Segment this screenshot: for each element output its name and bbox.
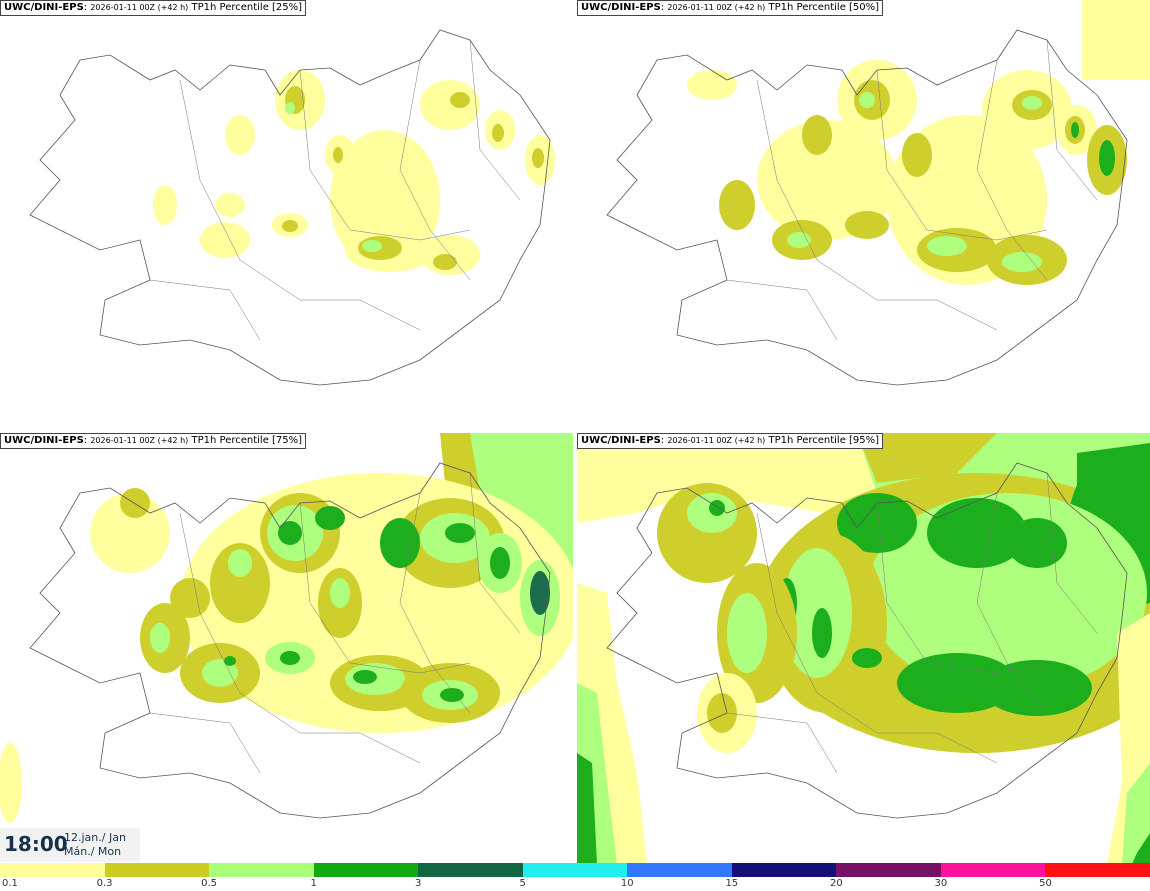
map-canvas [606, 0, 1150, 386]
admin-boundaries [149, 472, 521, 774]
legend-tick-label: 0.3 [96, 878, 113, 889]
valid-date-line1: 12.jan./ Jan [64, 831, 126, 844]
admin-boundaries [726, 472, 1098, 774]
precip-fill [577, 433, 1150, 864]
valid-time-box: 18:00 12.jan./ Jan Mán./ Mon [0, 828, 140, 862]
legend-tick-label: 0.5 [201, 878, 218, 889]
legend-tick-label: 5 [519, 878, 526, 889]
valid-date-line2: Mán./ Mon [64, 845, 122, 858]
legend-swatch [209, 863, 314, 877]
map-panel-p50: UWC/DINI-EPS: 2026-01-11 00Z (+42 h) TP1… [577, 0, 1150, 431]
legend-swatch [627, 863, 732, 877]
legend-tick-label: 10 [620, 878, 634, 889]
legend-swatch [0, 863, 105, 877]
valid-time: 18:00 [4, 832, 68, 856]
admin-boundaries [149, 39, 521, 341]
legend-tick-label: 15 [725, 878, 739, 889]
map-panel-p95: UWC/DINI-EPS: 2026-01-11 00Z (+42 h) TP1… [577, 433, 1150, 864]
legend-swatch [1045, 863, 1150, 877]
legend-tick-label: 20 [829, 878, 843, 889]
panel-title: UWC/DINI-EPS: 2026-01-11 00Z (+42 h) TP1… [577, 0, 884, 16]
panel-title: UWC/DINI-EPS: 2026-01-11 00Z (+42 h) TP1… [577, 433, 884, 449]
color-legend: 0.1 0.3 0.5 1 3 5 10 15 20 30 50 [0, 863, 1150, 891]
legend-swatch [313, 863, 419, 877]
valid-date: 12.jan./ Jan Mán./ Mon [64, 831, 126, 859]
map-panel-p25: UWC/DINI-EPS: 2026-01-11 00Z (+42 h) TP1… [0, 0, 573, 431]
map-panel-p75: UWC/DINI-EPS: 2026-01-11 00Z (+42 h) TP1… [0, 433, 573, 864]
legend-tick-label: 50 [1039, 878, 1052, 889]
legend-tick-label: 1 [310, 878, 317, 889]
panel-title: UWC/DINI-EPS: 2026-01-11 00Z (+42 h) TP1… [0, 433, 307, 449]
map-canvas [577, 433, 1150, 864]
legend-swatch [836, 863, 941, 877]
legend-ticks: 0.1 0.3 0.5 1 3 5 10 15 20 30 50 [0, 878, 1150, 891]
admin-boundaries [726, 39, 1098, 341]
legend-swatch [522, 863, 628, 877]
legend-tick-label: 0.1 [2, 878, 18, 889]
legend-swatch [940, 863, 1046, 877]
panel-title: UWC/DINI-EPS: 2026-01-11 00Z (+42 h) TP1… [0, 0, 307, 16]
legend-tick-label: 3 [414, 878, 422, 889]
legend-swatch [731, 863, 837, 877]
map-canvas [29, 29, 555, 386]
legend-tick-label: 30 [934, 878, 948, 889]
precip-fill [153, 70, 555, 275]
legend-swatch [104, 863, 210, 877]
precip-fill [687, 0, 1150, 285]
legend-swatch [418, 863, 523, 877]
map-canvas [0, 433, 573, 823]
legend-swatches [0, 863, 1150, 877]
precip-fill [0, 433, 573, 823]
